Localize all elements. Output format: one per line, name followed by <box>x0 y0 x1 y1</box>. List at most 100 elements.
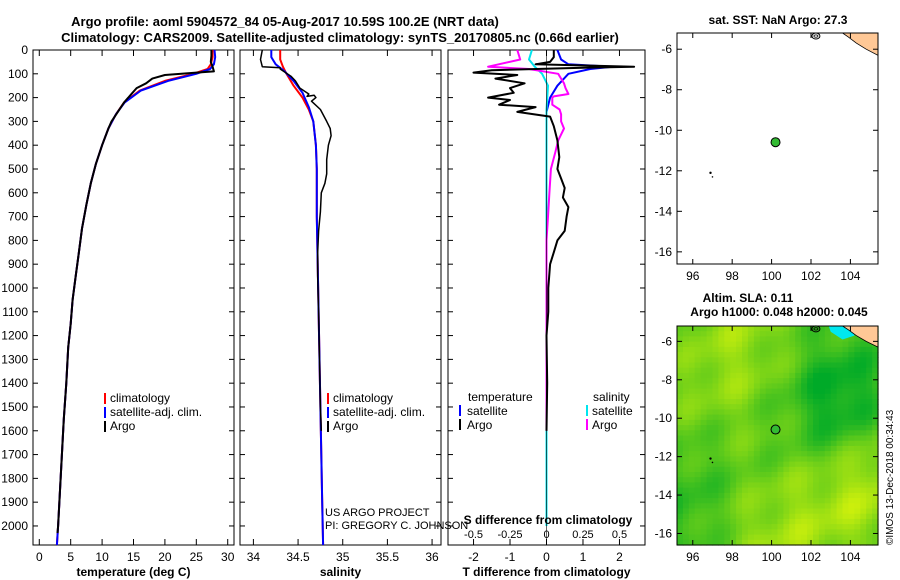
sla-cell <box>813 388 820 395</box>
sla-cell <box>718 326 725 332</box>
sla-cell <box>795 383 802 390</box>
sla-cell <box>789 326 796 332</box>
sla-cell <box>730 461 737 468</box>
sla-cell <box>813 357 820 364</box>
salinity-xtick-label: 34 <box>247 550 261 564</box>
sla-cell <box>783 440 790 447</box>
sla-cell <box>759 331 767 337</box>
sla-cell <box>677 336 684 343</box>
differences-xtick-label: 0 <box>543 550 550 564</box>
sla-cell <box>700 518 708 525</box>
sla-cell <box>771 529 779 536</box>
sla-cell <box>860 393 867 400</box>
sla-cell <box>742 393 749 400</box>
sla-cell <box>688 435 696 442</box>
sla-cell <box>682 440 690 447</box>
sla-cell <box>682 451 690 457</box>
sla-cell <box>724 362 731 369</box>
sla-cell <box>736 425 743 431</box>
sla-cell <box>730 372 737 379</box>
sla-cell <box>801 362 808 369</box>
sla-cell <box>807 487 814 494</box>
sla_map-xtick-label: 104 <box>840 550 860 564</box>
sla-cell <box>706 336 714 343</box>
differences-stick-label: 0.5 <box>612 529 627 541</box>
sla-cell <box>724 487 731 494</box>
sla-cell <box>860 508 867 515</box>
sla-cell <box>848 518 855 525</box>
sla-cell <box>747 388 755 395</box>
sla-cell <box>677 435 684 442</box>
temperature-panel: 0 5 10 15 20 25 300100200300400500600700800900… <box>1 43 234 579</box>
temperature-ytick-label: 400 <box>8 138 28 152</box>
sla-cell <box>807 425 814 431</box>
sla-cell <box>830 388 838 395</box>
sla-cell <box>866 456 873 463</box>
sla-cell <box>742 399 749 405</box>
sla-cell <box>747 456 755 463</box>
salinity-xtick-label: 36 <box>425 550 439 564</box>
sla-cell <box>866 534 873 541</box>
temperature-xtick-label: 30 <box>221 550 235 564</box>
legend-label: climatology <box>110 391 170 405</box>
sla-cell <box>818 456 826 463</box>
sla-cell <box>753 388 761 395</box>
sla-cell <box>866 388 873 395</box>
sla-cell <box>836 477 844 483</box>
sla-cell <box>807 383 814 390</box>
sla-cell <box>677 393 684 400</box>
sla-cell <box>801 346 808 353</box>
sla-cell <box>813 414 820 421</box>
sla-cell <box>771 352 779 358</box>
sla-cell <box>860 352 867 358</box>
sla-cell <box>801 404 808 410</box>
sla-cell <box>700 399 708 405</box>
sla-cell <box>801 529 808 536</box>
sla-cell <box>848 388 855 395</box>
sla-cell <box>724 326 731 332</box>
sla-cell <box>688 404 696 410</box>
sla-cell <box>753 508 761 515</box>
sla-cell <box>777 472 784 478</box>
sla-cell <box>854 362 861 369</box>
sla-cell <box>795 430 802 437</box>
sla-cell <box>706 346 714 353</box>
sla-cell <box>736 435 743 442</box>
sla-cell <box>747 466 755 473</box>
temperature-ytick-label: 1200 <box>1 329 28 343</box>
sla-cell <box>813 362 820 369</box>
sla-cell <box>677 456 684 463</box>
sla-cell <box>824 518 832 525</box>
sla-cell <box>860 399 867 405</box>
sla-cell <box>842 404 849 410</box>
sla-cell <box>742 539 749 546</box>
sla-cell <box>706 445 714 452</box>
sla-cell <box>677 539 684 546</box>
sla-cell <box>777 362 784 369</box>
sla-cell <box>824 477 832 483</box>
sla-cell <box>872 477 879 483</box>
sla-cell <box>813 472 820 478</box>
sla-cell <box>807 331 814 337</box>
sla-cell <box>730 487 737 494</box>
sla-cell <box>688 419 696 426</box>
sla-cell <box>712 399 719 405</box>
sla_map-xtick-label: 102 <box>801 550 821 564</box>
sla-cell <box>747 461 755 468</box>
sla-cell <box>747 341 755 348</box>
sla-cell <box>830 492 838 499</box>
sla-cell <box>718 399 725 405</box>
sla-cell <box>795 372 802 379</box>
sla-cell <box>807 451 814 457</box>
sla-cell <box>736 393 743 400</box>
sla-cell <box>759 466 767 473</box>
sla-cell <box>866 461 873 468</box>
sla-cell <box>836 498 844 504</box>
sla-cell <box>830 477 838 483</box>
sla-cell <box>730 357 737 364</box>
sla-cell <box>789 352 796 358</box>
sla-cell <box>813 419 820 426</box>
sla-cell <box>818 341 826 348</box>
sla-cell <box>736 346 743 353</box>
sla-cell <box>753 498 761 504</box>
